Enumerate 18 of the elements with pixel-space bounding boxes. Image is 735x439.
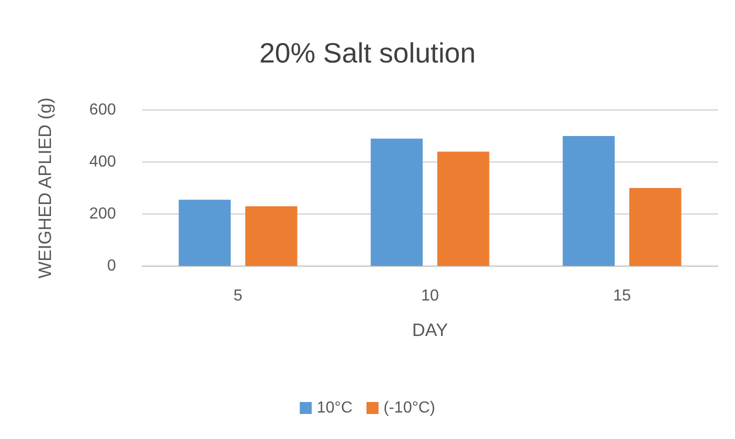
bar xyxy=(245,206,298,266)
bar xyxy=(562,136,615,266)
x-tick-label: 10 xyxy=(421,288,439,304)
x-tick-label: 15 xyxy=(613,288,631,304)
bar xyxy=(370,138,423,266)
y-tick-label: 0 xyxy=(107,258,116,274)
bar xyxy=(178,200,231,266)
y-tick-label: 600 xyxy=(89,102,116,118)
legend-label: 10°C xyxy=(316,400,353,416)
x-tick-label: 5 xyxy=(234,288,243,304)
bar xyxy=(629,188,682,266)
x-axis-title: DAY xyxy=(412,320,448,340)
legend-label: (-10°C) xyxy=(384,400,436,416)
bar xyxy=(437,152,490,266)
y-axis-title: WEIGHED APLIED (g) xyxy=(35,97,55,279)
y-tick-label: 400 xyxy=(89,154,116,170)
chart-title: 20% Salt solution xyxy=(259,38,476,68)
y-tick-label: 200 xyxy=(89,206,116,222)
